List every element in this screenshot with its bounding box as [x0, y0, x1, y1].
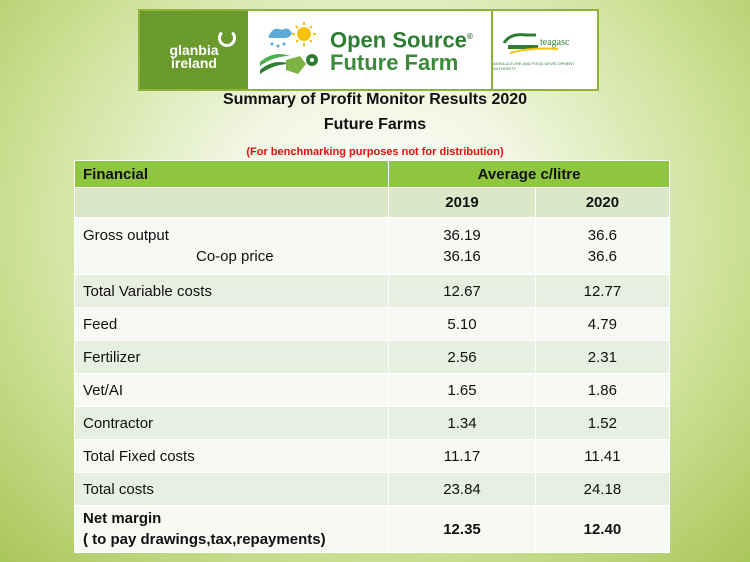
- years-row-blank: [73, 187, 390, 218]
- net-margin-sublabel: ( to pay drawings,tax,repayments): [83, 531, 326, 548]
- glanbia-ireland-logo: glanbia ireland: [140, 11, 248, 89]
- table-header-row: Financial Average c/litre: [73, 160, 670, 188]
- distribution-note: (For benchmarking purposes not for distr…: [246, 146, 504, 158]
- page-title: Summary of Profit Monitor Results 2020: [222, 91, 528, 108]
- glanbia-ring-icon: [218, 29, 236, 47]
- row-value-2019: 1.34: [388, 406, 536, 440]
- table-row: Total Fixed costs 11.17 11.41: [73, 439, 671, 473]
- row-label: Contractor: [73, 406, 390, 440]
- coop-price-label: Co-op price: [196, 248, 274, 265]
- row-value-2020: 24.18: [534, 472, 671, 506]
- table-row: Vet/AI 1.65 1.86: [73, 373, 671, 407]
- gross-output-label-cell: Gross output Co-op price: [73, 217, 390, 275]
- coop-price-2020: 36.6: [587, 248, 617, 265]
- row-value-2019: 1.65: [388, 373, 536, 407]
- gross-output-2019: 36.19: [443, 227, 481, 244]
- row-label: Feed: [73, 307, 390, 341]
- table-row: Gross output Co-op price 36.19 36.16 36.…: [73, 217, 671, 275]
- profit-monitor-table: Financial Average c/litre 2019 2020 Gros…: [73, 160, 671, 553]
- row-value-2019: 11.17: [388, 439, 536, 473]
- teagasc-emblem-icon: teagasc: [502, 33, 570, 54]
- glanbia-logo-line1: glanbia: [169, 42, 219, 58]
- net-margin-label: Net margin: [83, 510, 162, 527]
- header-average: Average c/litre: [388, 160, 670, 188]
- row-value-2019: 2.56: [388, 340, 536, 374]
- net-margin-row: Net margin ( to pay drawings,tax,repayme…: [73, 505, 671, 553]
- row-label: Fertilizer: [73, 340, 390, 374]
- osff-logo-line1: Open Source®: [330, 27, 473, 53]
- gross-output-2020: 36.6: [587, 227, 617, 244]
- gross-output-label: Gross output: [83, 227, 169, 244]
- row-label: Total Fixed costs: [73, 439, 390, 473]
- coop-price-2019: 36.16: [443, 248, 481, 265]
- table-row: Feed 5.10 4.79: [73, 307, 671, 341]
- year-2020: 2020: [534, 187, 671, 218]
- row-label: Total Variable costs: [73, 274, 390, 308]
- row-value-2020: 2.31: [534, 340, 671, 374]
- svg-text:teagasc: teagasc: [540, 37, 570, 48]
- row-value-2020: 12.77: [534, 274, 671, 308]
- osff-logo-line2: Future Farm: [330, 49, 459, 75]
- page-subtitle: Future Farms: [323, 116, 427, 133]
- farm-landscape-icon: [260, 22, 318, 74]
- open-source-future-farm-logo: Open Source® Future Farm: [248, 11, 493, 89]
- row-value-2020: 4.79: [534, 307, 671, 341]
- glanbia-logo-line2: ireland: [171, 55, 217, 71]
- teagasc-subtitle: AGRICULTURE AND FOOD DEVELOPMENT AUTHORI…: [493, 61, 575, 71]
- row-value-2020: 1.52: [534, 406, 671, 440]
- net-margin-label-cell: Net margin ( to pay drawings,tax,repayme…: [73, 505, 390, 553]
- teagasc-logo: teagasc AGRICULTURE AND FOOD DEVELOPMENT…: [493, 11, 597, 89]
- table-row: Fertilizer 2.56 2.31: [73, 340, 671, 374]
- years-row: 2019 2020: [73, 187, 671, 218]
- year-2019: 2019: [388, 187, 536, 218]
- row-value-2020: 11.41: [534, 439, 671, 473]
- table-row: Contractor 1.34 1.52: [73, 406, 671, 440]
- row-value-2019: 5.10: [388, 307, 536, 341]
- row-label: Vet/AI: [73, 373, 390, 407]
- row-label: Total costs: [73, 472, 390, 506]
- logo-banner: glanbia ireland Open Source® Future Farm: [138, 9, 599, 91]
- table-row: Total costs 23.84 24.18: [73, 472, 671, 506]
- header-financial: Financial: [73, 160, 390, 188]
- row-value-2020: 1.86: [534, 373, 671, 407]
- row-value-2019: 23.84: [388, 472, 536, 506]
- gross-2019-cell: 36.19 36.16: [388, 217, 536, 275]
- net-margin-2019: 12.35: [388, 505, 536, 553]
- table-row: Total Variable costs 12.67 12.77: [73, 274, 671, 308]
- net-margin-2020: 12.40: [534, 505, 671, 553]
- gross-2020-cell: 36.6 36.6: [534, 217, 671, 275]
- row-value-2019: 12.67: [388, 274, 536, 308]
